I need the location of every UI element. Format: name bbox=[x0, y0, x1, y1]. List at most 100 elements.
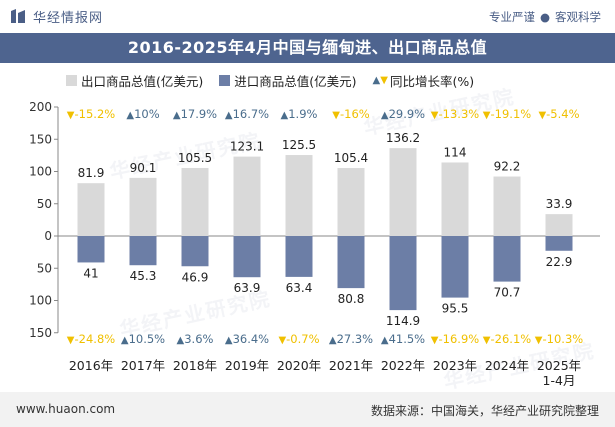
export-growth-label: ▲29.9% bbox=[381, 107, 425, 121]
import-growth-value: -26.1% bbox=[491, 332, 532, 346]
export-bar bbox=[285, 155, 313, 236]
legend-growth: ▲ ▼ 同比增长率(%) bbox=[373, 71, 475, 90]
triangle-down-icon: ▼ bbox=[538, 110, 546, 121]
triangle-up-icon: ▲ bbox=[126, 110, 134, 121]
x-tick-label: 2017年 bbox=[121, 358, 165, 373]
import-value-label: 63.9 bbox=[234, 281, 261, 295]
x-tick-label: 2025年 1-4月 bbox=[537, 358, 581, 388]
export-value-label: 105.4 bbox=[334, 151, 368, 165]
triangle-up-icon: ▲ bbox=[381, 110, 389, 121]
export-bar bbox=[545, 214, 573, 236]
x-tick-label-line: 1-4月 bbox=[543, 373, 576, 388]
import-growth-value: -10.3% bbox=[543, 332, 584, 346]
import-growth-value: 27.3% bbox=[337, 332, 374, 346]
export-bar bbox=[129, 177, 157, 236]
export-growth-label: ▲10% bbox=[126, 107, 159, 121]
x-tick-label-line: 2024年 bbox=[485, 358, 529, 373]
slogan-left: 专业严谨 bbox=[488, 10, 535, 24]
triangle-down-icon: ▼ bbox=[380, 74, 388, 86]
import-growth-value: 36.4% bbox=[233, 332, 270, 346]
x-tick-label-line: 2017年 bbox=[121, 358, 165, 373]
triangle-up-icon: ▲ bbox=[381, 335, 389, 346]
brand-name: 华经情报网 bbox=[33, 10, 104, 26]
export-bar bbox=[493, 176, 521, 236]
triangle-up-icon: ▲ bbox=[225, 335, 233, 346]
export-bar bbox=[389, 148, 417, 236]
export-growth-label: ▲17.9% bbox=[173, 107, 217, 121]
top-bar: 华经情报网 专业严谨 ● 客观科学 bbox=[0, 0, 615, 30]
import-bar bbox=[129, 236, 157, 266]
export-value-label: 105.5 bbox=[178, 151, 212, 165]
x-tick-label-line: 2023年 bbox=[433, 358, 477, 373]
import-bar bbox=[441, 236, 469, 298]
import-bar bbox=[389, 236, 417, 311]
footer: www.huaon.com 数据来源：中国海关，华经产业研究院整理 bbox=[0, 392, 615, 427]
import-bar bbox=[233, 236, 261, 278]
site-url: www.huaon.com bbox=[16, 402, 116, 416]
export-growth-label: ▼-13.3% bbox=[431, 107, 479, 121]
import-value-label: 63.4 bbox=[286, 281, 313, 295]
y-tick-label: 100 bbox=[29, 294, 52, 308]
export-growth-label: ▼-15.2% bbox=[67, 107, 115, 121]
x-tick-label-line: 2022年 bbox=[381, 358, 425, 373]
export-growth-value: -15.2% bbox=[75, 107, 116, 121]
triangle-up-icon: ▲ bbox=[121, 335, 129, 346]
export-value-label: 125.5 bbox=[282, 138, 316, 152]
import-value-label: 41 bbox=[83, 266, 98, 280]
chart: 2001501005005010015081.941▼-15.2%▼-24.8%… bbox=[29, 100, 600, 388]
export-growth-value: 16.7% bbox=[233, 107, 270, 121]
import-bar bbox=[181, 236, 209, 267]
triangle-down-icon: ▼ bbox=[67, 335, 75, 346]
triangle-down-icon: ▼ bbox=[332, 110, 340, 121]
import-growth-value: -24.8% bbox=[75, 332, 116, 346]
export-value-label: 33.9 bbox=[546, 197, 573, 211]
triangle-down-icon: ▼ bbox=[431, 110, 439, 121]
export-value-label: 81.9 bbox=[78, 166, 105, 180]
import-value-label: 70.7 bbox=[494, 286, 521, 300]
export-value-label: 92.2 bbox=[494, 160, 521, 174]
logo-icon bbox=[11, 9, 25, 23]
export-bar bbox=[337, 168, 365, 236]
import-value-label: 45.3 bbox=[130, 269, 157, 283]
triangle-down-icon: ▼ bbox=[431, 335, 439, 346]
export-growth-label: ▼-5.4% bbox=[538, 107, 579, 121]
legend-export-swatch bbox=[66, 74, 77, 86]
import-growth-label: ▲41.5% bbox=[381, 332, 425, 346]
legend-export-label: 出口商品总值(亿美元) bbox=[81, 73, 204, 89]
export-bar bbox=[441, 162, 469, 236]
import-growth-label: ▲27.3% bbox=[329, 332, 373, 346]
legend-growth-label: 同比增长率(%) bbox=[389, 73, 475, 89]
import-bar bbox=[493, 236, 521, 282]
x-tick-label: 2016年 bbox=[69, 358, 113, 373]
legend-import: 进口商品总值(亿美元) bbox=[219, 71, 357, 90]
triangle-up-icon: ▲ bbox=[177, 335, 185, 346]
y-tick-label: 100 bbox=[29, 165, 52, 179]
import-growth-value: -0.7% bbox=[286, 332, 319, 346]
x-tick-label: 2023年 bbox=[433, 358, 477, 373]
legend-import-label: 进口商品总值(亿美元) bbox=[234, 73, 357, 89]
x-tick-label-line: 2018年 bbox=[173, 358, 217, 373]
triangle-up-icon: ▲ bbox=[329, 335, 337, 346]
x-tick-label-line: 2019年 bbox=[225, 358, 269, 373]
title-bar: 2016-2025年4月中国与缅甸进、出口商品总值 bbox=[0, 33, 615, 63]
export-bar bbox=[233, 156, 261, 236]
export-growth-label: ▼-19.1% bbox=[483, 107, 531, 121]
import-value-label: 46.9 bbox=[182, 270, 209, 284]
import-value-label: 80.8 bbox=[338, 292, 365, 306]
import-growth-label: ▼-24.8% bbox=[67, 332, 115, 346]
export-growth-value: 1.9% bbox=[288, 107, 317, 121]
y-tick-label: 150 bbox=[29, 326, 52, 340]
triangle-up-icon: ▲ bbox=[225, 110, 233, 121]
triangle-up-icon: ▲ bbox=[281, 110, 289, 121]
export-growth-label: ▲1.9% bbox=[281, 107, 318, 121]
export-value-label: 123.1 bbox=[230, 140, 264, 154]
y-tick-label: 0 bbox=[44, 229, 52, 243]
import-bar bbox=[337, 236, 365, 289]
triangle-up-icon: ▲ bbox=[173, 110, 181, 121]
import-bar bbox=[77, 236, 105, 263]
import-bar bbox=[285, 236, 313, 277]
import-growth-label: ▲36.4% bbox=[225, 332, 269, 346]
import-value-label: 22.9 bbox=[546, 255, 573, 269]
slogan: 专业严谨 ● 客观科学 bbox=[489, 9, 601, 25]
